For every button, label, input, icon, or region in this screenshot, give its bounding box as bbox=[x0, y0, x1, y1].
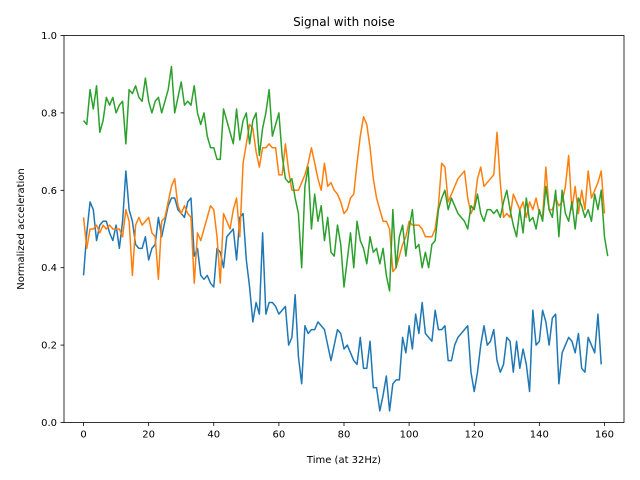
y-tick-label: 0.6 bbox=[41, 186, 57, 197]
x-tick-label: 80 bbox=[338, 430, 351, 441]
series-layer bbox=[82, 65, 609, 412]
y-tick-label: 0.8 bbox=[41, 108, 57, 119]
x-axis-label: Time (at 32Hz) bbox=[306, 455, 381, 466]
x-tick-label: 140 bbox=[530, 430, 549, 441]
y-axis-ticks: 0.0 0.2 0.4 0.6 0.8 1.0 bbox=[41, 31, 64, 429]
y-tick-label: 0.4 bbox=[41, 263, 57, 274]
y-tick-label: 1.0 bbox=[41, 31, 57, 42]
y-axis-label: Normalized acceleration bbox=[16, 168, 27, 290]
series-line-2 bbox=[82, 116, 606, 284]
series-line-3 bbox=[82, 65, 609, 292]
x-tick-label: 160 bbox=[595, 430, 614, 441]
x-tick-label: 120 bbox=[465, 430, 484, 441]
x-tick-label: 60 bbox=[273, 430, 286, 441]
series-line-1 bbox=[82, 170, 602, 412]
x-tick-label: 100 bbox=[400, 430, 419, 441]
x-tick-label: 20 bbox=[142, 430, 155, 441]
chart-title: Signal with noise bbox=[293, 15, 395, 29]
x-tick-label: 40 bbox=[207, 430, 220, 441]
x-axis-ticks: 0 20 40 60 80 100 120 140 160 bbox=[80, 422, 614, 441]
x-tick-label: 0 bbox=[80, 430, 86, 441]
y-tick-label: 0.2 bbox=[41, 341, 57, 352]
y-tick-label: 0.0 bbox=[41, 418, 57, 429]
